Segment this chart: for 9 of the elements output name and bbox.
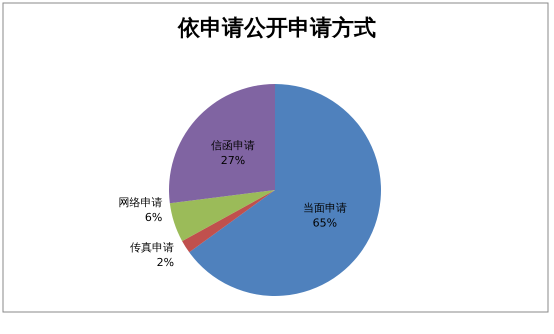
data-label: 6% <box>144 210 162 224</box>
slice-label: 当面申请 <box>302 201 347 214</box>
data-label: 65% <box>312 216 338 230</box>
slice-label: 传真申请 <box>130 240 174 254</box>
slice-label: 网络申请 <box>118 196 162 209</box>
chart-title: 依申请公开申请方式 <box>177 15 376 41</box>
slice-label: 信函申请 <box>210 138 255 152</box>
data-label: 2% <box>156 256 174 269</box>
data-label: 27% <box>220 154 246 167</box>
